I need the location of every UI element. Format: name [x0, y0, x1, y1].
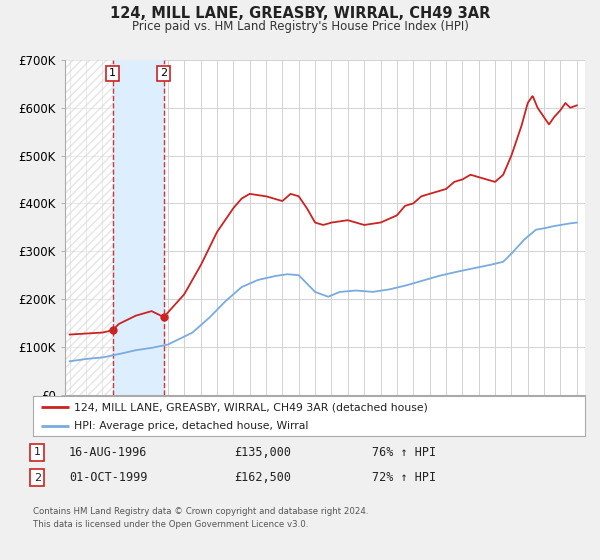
Text: 124, MILL LANE, GREASBY, WIRRAL, CH49 3AR (detached house): 124, MILL LANE, GREASBY, WIRRAL, CH49 3A…: [74, 402, 428, 412]
Text: £162,500: £162,500: [234, 471, 291, 484]
Text: 2: 2: [160, 68, 167, 78]
Text: HPI: Average price, detached house, Wirral: HPI: Average price, detached house, Wirr…: [74, 421, 309, 431]
Text: Contains HM Land Registry data © Crown copyright and database right 2024.: Contains HM Land Registry data © Crown c…: [33, 507, 368, 516]
Bar: [65, 60, 113, 395]
Text: 1: 1: [109, 68, 116, 78]
Bar: [113, 60, 164, 395]
Text: 01-OCT-1999: 01-OCT-1999: [69, 471, 148, 484]
Text: £135,000: £135,000: [234, 446, 291, 459]
Text: 124, MILL LANE, GREASBY, WIRRAL, CH49 3AR: 124, MILL LANE, GREASBY, WIRRAL, CH49 3A…: [110, 6, 490, 21]
Text: Price paid vs. HM Land Registry's House Price Index (HPI): Price paid vs. HM Land Registry's House …: [131, 20, 469, 32]
Text: 72% ↑ HPI: 72% ↑ HPI: [372, 471, 436, 484]
Text: 2: 2: [34, 473, 41, 483]
Text: 76% ↑ HPI: 76% ↑ HPI: [372, 446, 436, 459]
Text: 16-AUG-1996: 16-AUG-1996: [69, 446, 148, 459]
Text: 1: 1: [34, 447, 41, 458]
Bar: [65, 60, 113, 395]
Text: This data is licensed under the Open Government Licence v3.0.: This data is licensed under the Open Gov…: [33, 520, 308, 529]
